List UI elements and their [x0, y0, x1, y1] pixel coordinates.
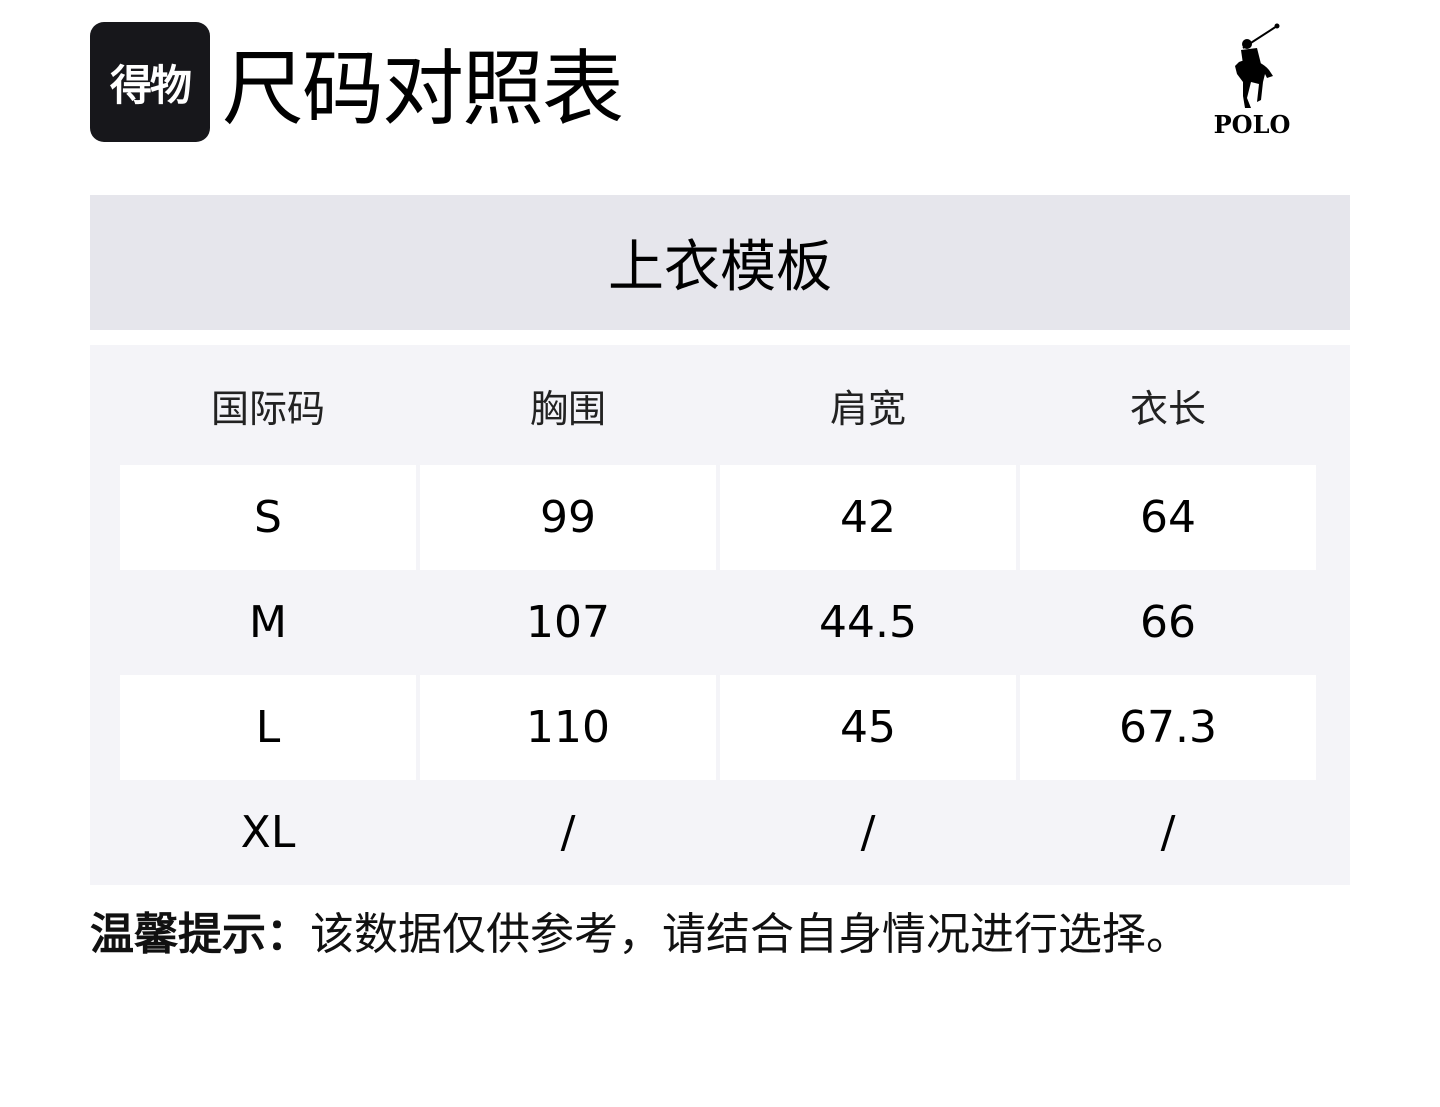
brand-logo-text: POLO	[1213, 110, 1291, 139]
table-row: L 110 45 67.3	[120, 675, 1320, 780]
table-cell: M	[249, 597, 287, 648]
table-cell: S	[120, 465, 416, 570]
column-header: 肩宽	[829, 386, 906, 431]
table-header-row: 国际码 胸围 肩宽 衣长	[120, 345, 1320, 465]
table-row: M 107 44.5 66	[120, 570, 1320, 675]
table-cell: 42	[720, 465, 1016, 570]
table-cell: 64	[1020, 465, 1316, 570]
app-logo-text: 得物	[109, 60, 192, 110]
table-row: XL / / /	[120, 780, 1320, 885]
column-header: 国际码	[210, 386, 325, 431]
table-cell: /	[860, 807, 876, 858]
table-cell: 44.5	[819, 597, 917, 648]
table-cell: 45	[720, 675, 1016, 780]
table-cell: 99	[420, 465, 716, 570]
size-table: 国际码 胸围 肩宽 衣长 S 99 42 64 M 107 44.5 66 L …	[90, 345, 1350, 885]
tip-note: 温馨提示：该数据仅供参考，请结合自身情况进行选择。	[90, 905, 1190, 965]
brand-logo: POLO	[1210, 20, 1294, 145]
tip-text: 该数据仅供参考，请结合自身情况进行选择。	[310, 909, 1190, 960]
table-cell: 107	[526, 597, 610, 648]
tip-label: 温馨提示：	[90, 909, 310, 960]
page-title: 尺码对照表	[222, 42, 624, 137]
table-row: S 99 42 64	[120, 465, 1320, 570]
table-cell: 110	[420, 675, 716, 780]
table-cell: 67.3	[1020, 675, 1316, 780]
column-header: 衣长	[1129, 386, 1206, 431]
polo-player-icon	[1235, 23, 1280, 108]
column-header: 胸围	[529, 386, 606, 431]
table-cell: L	[120, 675, 416, 780]
section-title: 上衣模板	[90, 195, 1350, 330]
table-cell: /	[1160, 807, 1176, 858]
table-cell: /	[560, 807, 576, 858]
app-logo: 得物	[90, 22, 210, 142]
table-cell: 66	[1140, 597, 1196, 648]
table-cell: XL	[240, 807, 296, 858]
